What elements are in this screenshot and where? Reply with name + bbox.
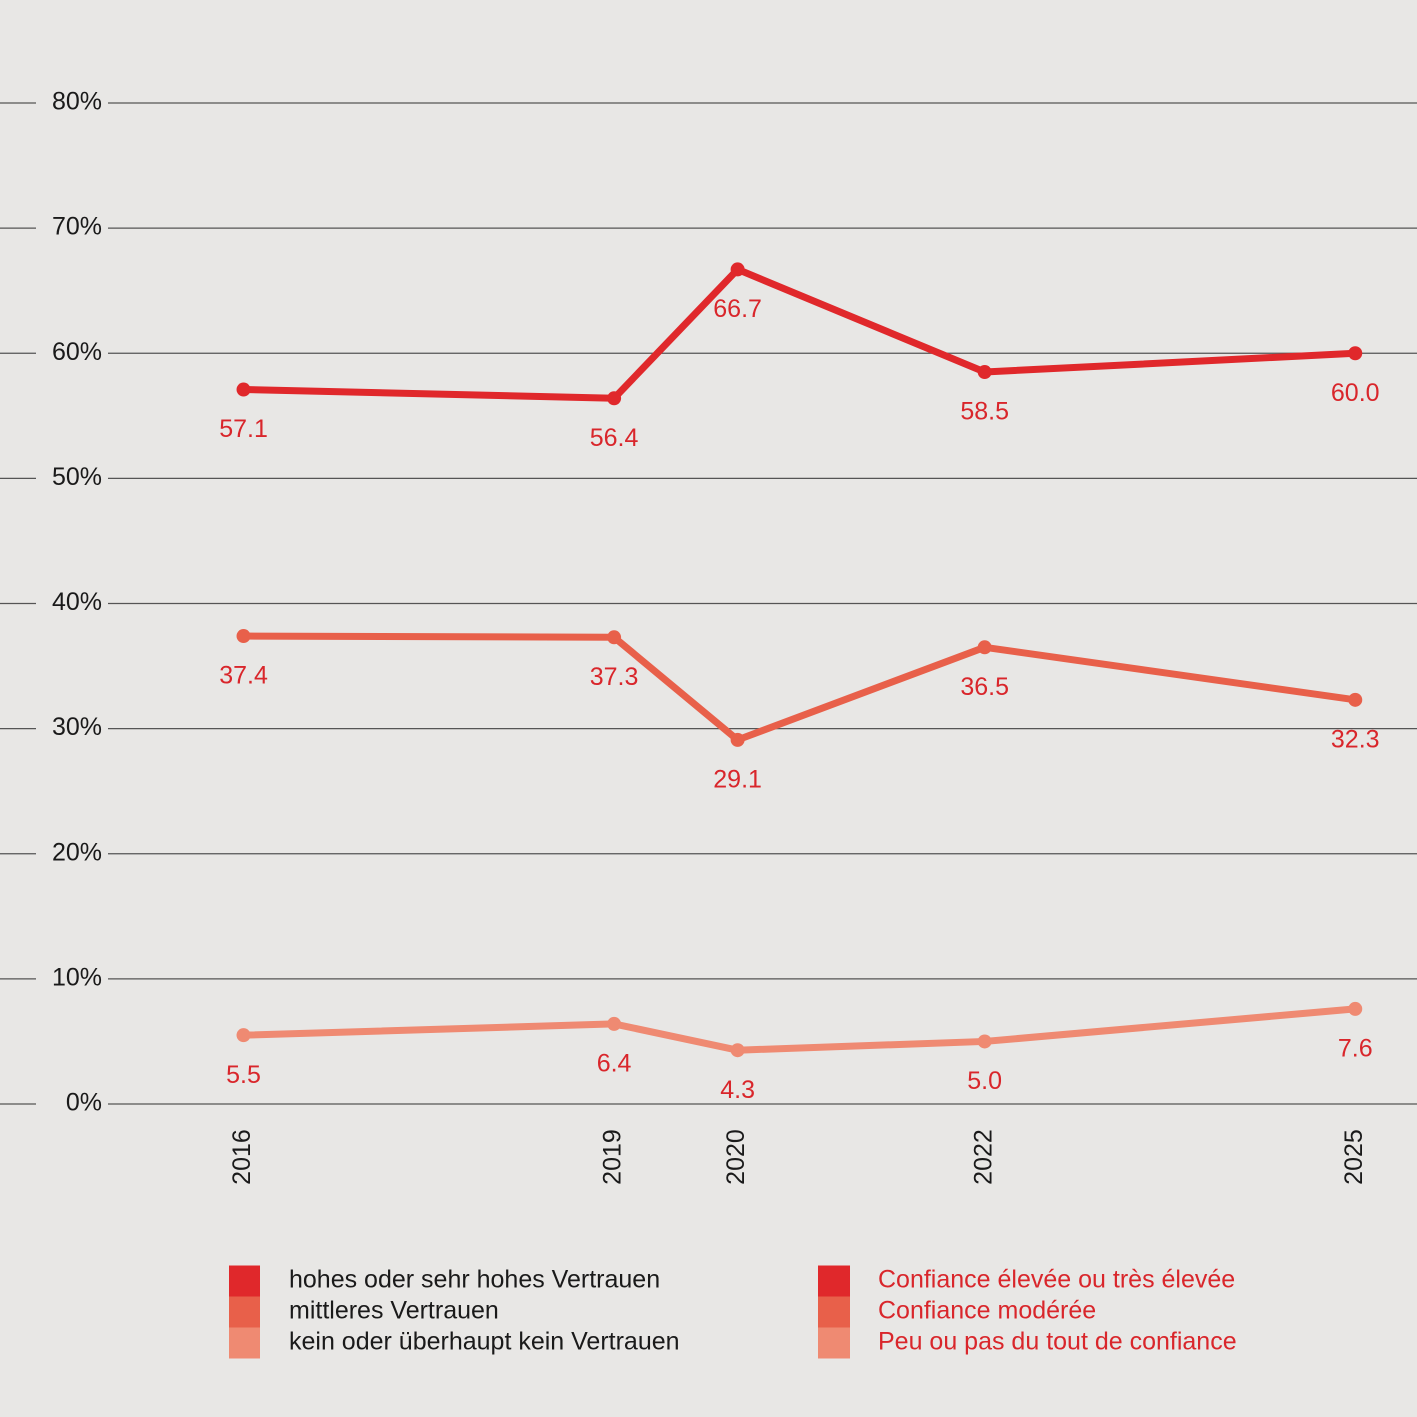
data-label: 60.0 xyxy=(1331,379,1380,407)
data-label: 5.5 xyxy=(226,1061,261,1089)
series-line xyxy=(243,1005,1356,1054)
legend-swatch xyxy=(229,1296,260,1328)
data-point xyxy=(730,732,745,747)
legend-label: mittleres Vertrauen xyxy=(289,1297,499,1325)
y-tick-label: 60% xyxy=(52,338,102,366)
data-label: 4.3 xyxy=(720,1076,755,1104)
y-tick-label: 50% xyxy=(52,463,102,491)
x-tick-label: 2020 xyxy=(722,1129,750,1185)
data-point xyxy=(730,1043,745,1058)
data-point xyxy=(236,382,251,397)
x-tick-label: 2022 xyxy=(969,1129,997,1185)
legend-swatch xyxy=(229,1265,260,1297)
data-label: 36.5 xyxy=(960,673,1009,701)
data-label: 5.0 xyxy=(967,1067,1002,1095)
legend-label: Confiance modérée xyxy=(878,1297,1096,1325)
data-point xyxy=(977,365,992,380)
data-point xyxy=(236,1028,251,1043)
series-line xyxy=(243,632,1356,744)
y-tick-label: 20% xyxy=(52,838,102,866)
legend-swatch xyxy=(818,1265,850,1297)
data-label: 29.1 xyxy=(713,765,762,793)
data-label: 58.5 xyxy=(960,398,1009,426)
data-label: 6.4 xyxy=(597,1050,632,1078)
y-tick-label: 10% xyxy=(52,963,102,991)
data-point xyxy=(1348,1001,1363,1016)
data-label: 32.3 xyxy=(1331,725,1380,753)
data-label: 56.4 xyxy=(590,424,639,452)
data-point xyxy=(607,1016,622,1031)
legend-swatch xyxy=(818,1327,850,1359)
legend-label: Peu ou pas du tout de confiance xyxy=(878,1328,1237,1356)
y-tick-label: 80% xyxy=(52,88,102,116)
data-point xyxy=(236,629,251,644)
x-tick-label: 2025 xyxy=(1340,1129,1368,1185)
y-tick-label: 0% xyxy=(66,1089,102,1117)
y-tick-label: 40% xyxy=(52,588,102,616)
data-label: 57.1 xyxy=(219,415,268,443)
legend-swatch xyxy=(229,1327,260,1359)
data-point xyxy=(1348,692,1363,707)
data-point xyxy=(730,262,745,277)
data-point xyxy=(1348,346,1363,361)
data-point xyxy=(607,630,622,645)
x-tick-label: 2019 xyxy=(599,1129,627,1185)
data-label: 7.6 xyxy=(1338,1035,1373,1063)
y-tick-label: 30% xyxy=(52,713,102,741)
y-tick-label: 70% xyxy=(52,213,102,241)
data-label: 37.3 xyxy=(590,663,639,691)
legend-label: Confiance élevée ou très élevée xyxy=(878,1266,1235,1294)
series-line xyxy=(243,265,1356,402)
x-tick-label: 2016 xyxy=(228,1129,256,1185)
data-label: 37.4 xyxy=(219,662,268,690)
legend-label: hohes oder sehr hohes Vertrauen xyxy=(289,1266,660,1294)
legend-swatch xyxy=(818,1296,850,1328)
data-label: 66.7 xyxy=(713,295,762,323)
data-point xyxy=(607,391,622,406)
data-point xyxy=(977,1034,992,1049)
legend-label: kein oder überhaupt kein Vertrauen xyxy=(289,1328,680,1356)
data-point xyxy=(977,640,992,655)
